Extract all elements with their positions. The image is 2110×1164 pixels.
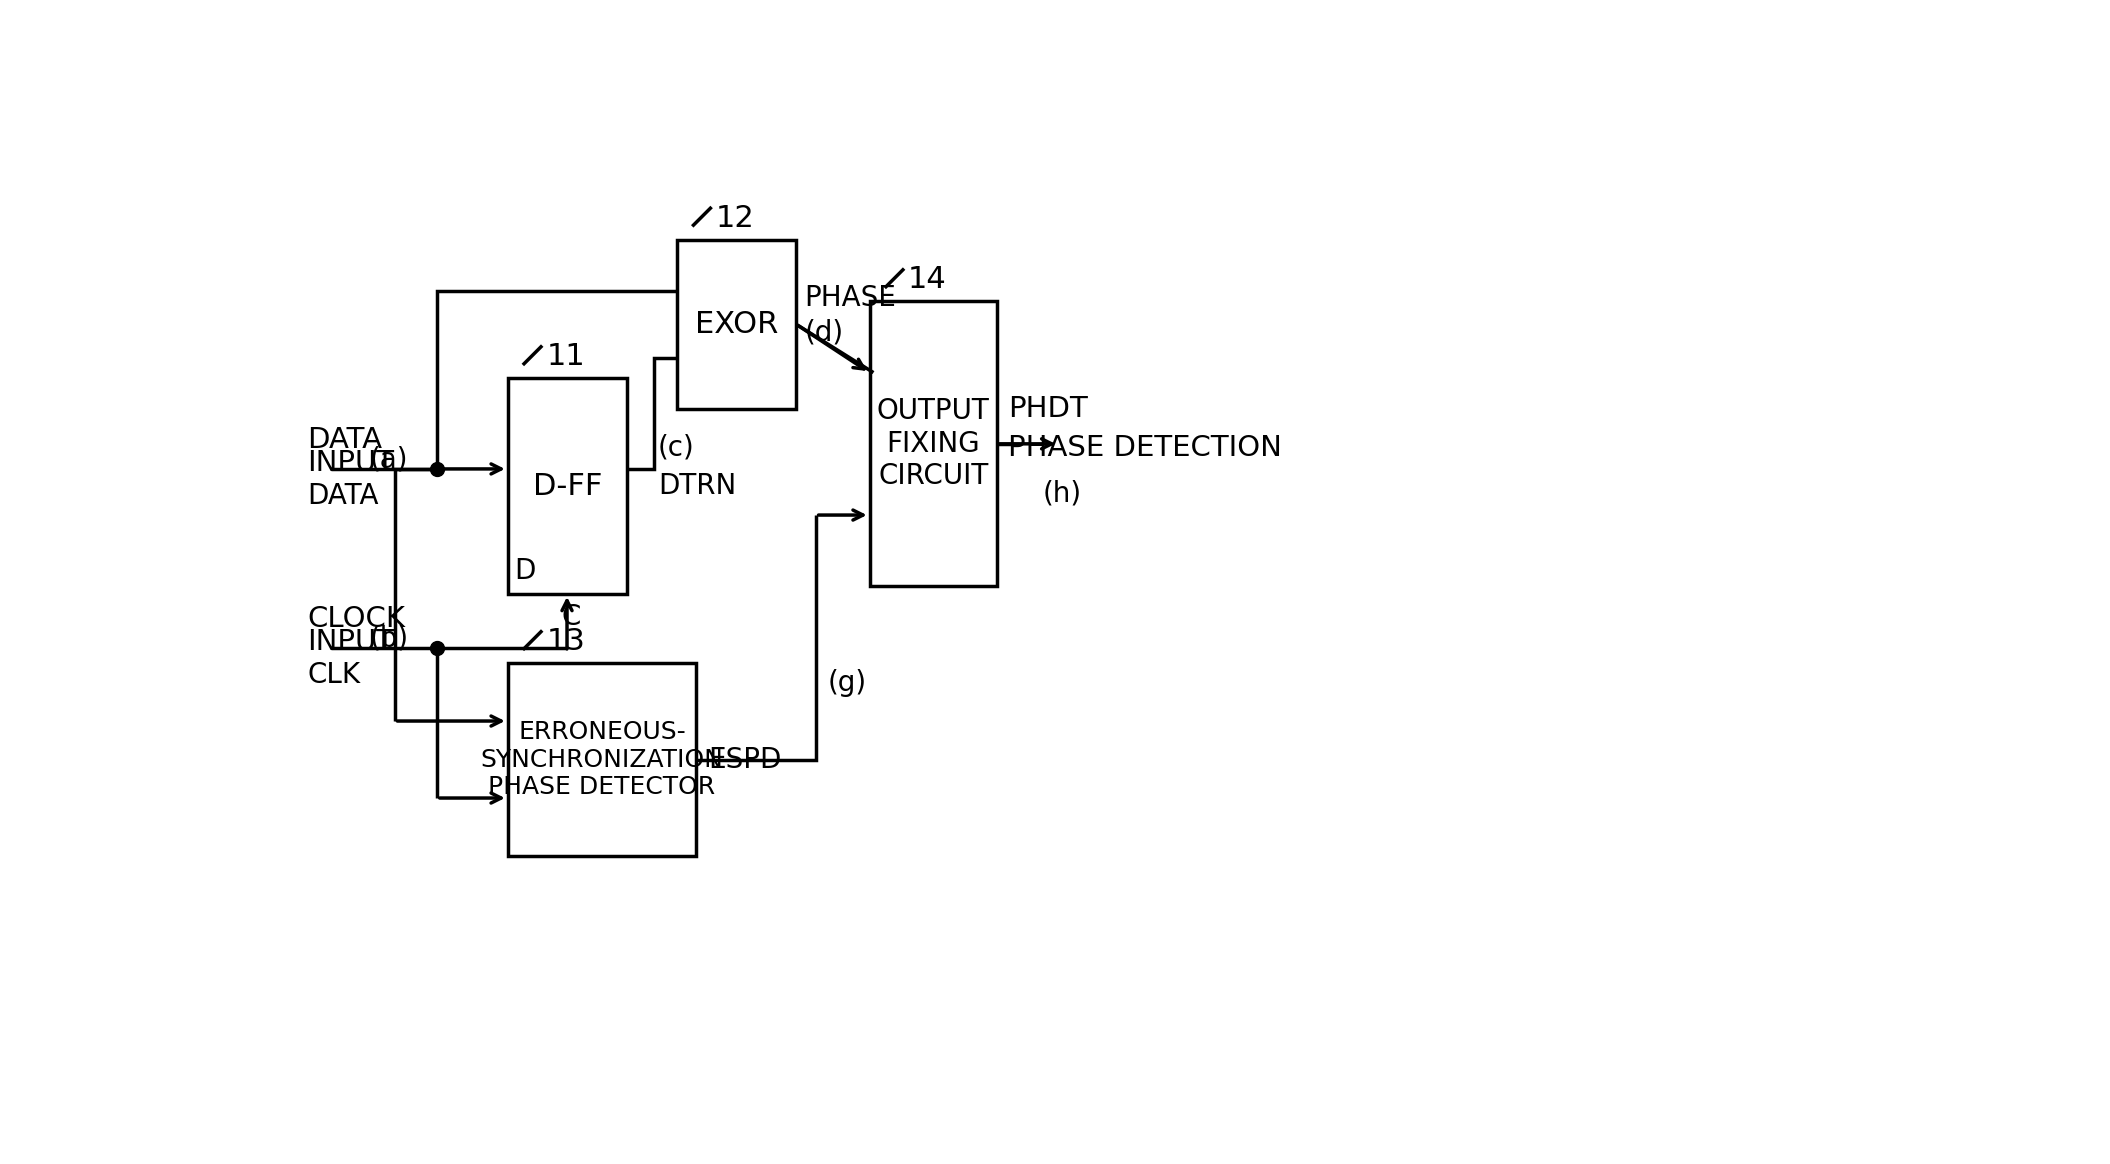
Text: PHASE DETECTION: PHASE DETECTION: [1009, 434, 1283, 462]
Text: 14: 14: [907, 265, 947, 294]
Bar: [509, 663, 696, 856]
Text: ERRONEOUS-
SYNCHRONIZATION
PHASE DETECTOR: ERRONEOUS- SYNCHRONIZATION PHASE DETECTO…: [481, 719, 724, 800]
Text: (a): (a): [369, 446, 407, 474]
Bar: [509, 378, 627, 594]
Text: OUTPUT
FIXING
CIRCUIT: OUTPUT FIXING CIRCUIT: [878, 397, 990, 490]
Text: (c): (c): [658, 433, 694, 461]
Text: (g): (g): [827, 668, 867, 696]
Text: CLOCK: CLOCK: [308, 604, 405, 632]
Text: EXOR: EXOR: [694, 310, 779, 339]
Text: (d): (d): [804, 318, 844, 346]
Text: C: C: [561, 603, 580, 631]
Text: (b): (b): [369, 625, 407, 653]
Bar: [869, 301, 996, 587]
Text: PHDT: PHDT: [1009, 396, 1089, 424]
Text: DATA: DATA: [308, 482, 380, 510]
Text: ESPD: ESPD: [709, 745, 781, 774]
Text: PHASE: PHASE: [804, 284, 897, 312]
Text: DATA: DATA: [308, 426, 382, 454]
Text: D-FF: D-FF: [532, 471, 601, 501]
Text: 11: 11: [546, 342, 584, 371]
Text: INPUT: INPUT: [308, 449, 395, 477]
Text: INPUT: INPUT: [308, 627, 395, 655]
Bar: [677, 240, 795, 410]
Text: 13: 13: [546, 627, 584, 656]
Text: D: D: [515, 556, 536, 584]
Text: (h): (h): [1042, 480, 1082, 508]
Text: 12: 12: [715, 204, 755, 233]
Text: CLK: CLK: [308, 661, 361, 689]
Text: DTRN: DTRN: [658, 471, 736, 499]
